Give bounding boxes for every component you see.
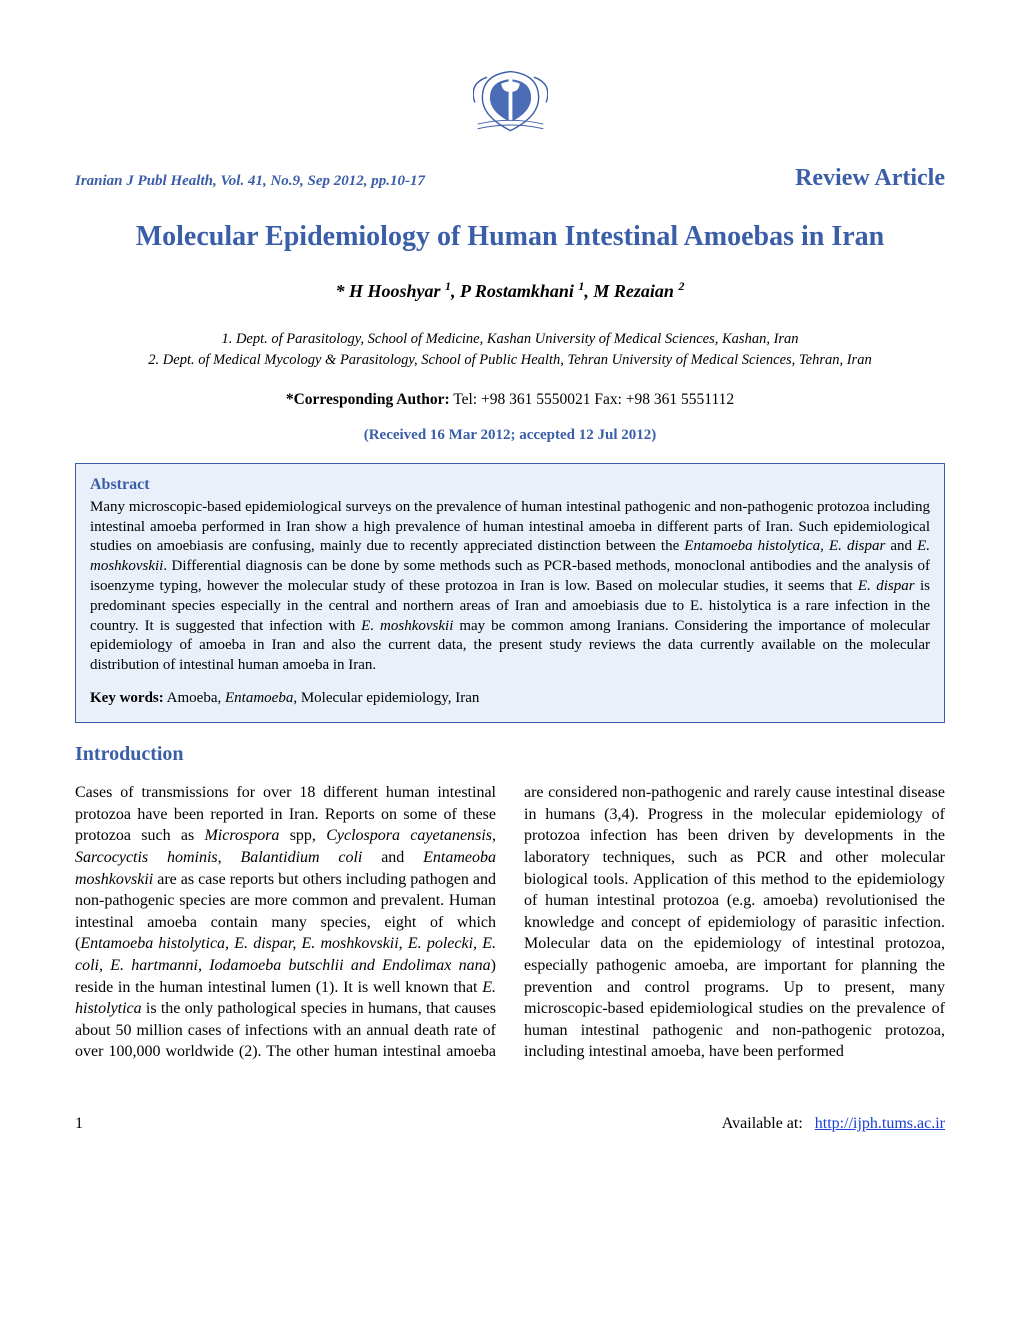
page-footer: 1 Available at: http://ijph.tums.ac.ir: [75, 1113, 945, 1135]
journal-citation: Iranian J Publ Health, Vol. 41, No.9, Se…: [75, 171, 425, 191]
journal-url-link[interactable]: http://ijph.tums.ac.ir: [815, 1115, 945, 1132]
keywords-label: Key words:: [90, 690, 164, 706]
corresponding-label: *Corresponding Author:: [286, 391, 450, 408]
article-type: Review Article: [795, 162, 945, 194]
corresponding-author: *Corresponding Author: Tel: +98 361 5550…: [75, 390, 945, 411]
received-accepted-dates: (Received 16 Mar 2012; accepted 12 Jul 2…: [75, 425, 945, 445]
authors-line: * H Hooshyar 1, P Rostamkhani 1, M Rezai…: [75, 278, 945, 303]
keywords-text: Amoeba, Entamoeba, Molecular epidemiolog…: [164, 690, 480, 706]
abstract-body: Many microscopic-based epidemiological s…: [90, 498, 930, 676]
page-number: 1: [75, 1113, 83, 1135]
introduction-body: Cases of transmissions for over 18 diffe…: [75, 782, 945, 1063]
article-title: Molecular Epidemiology of Human Intestin…: [75, 218, 945, 256]
keywords-line: Key words: Amoeba, Entamoeba, Molecular …: [90, 688, 930, 708]
abstract-heading: Abstract: [90, 474, 930, 496]
footer-right: Available at: http://ijph.tums.ac.ir: [722, 1113, 945, 1135]
abstract-box: Abstract Many microscopic-based epidemio…: [75, 463, 945, 723]
available-at-label: Available at:: [722, 1115, 803, 1132]
affiliations: 1. Dept. of Parasitology, School of Medi…: [75, 329, 945, 370]
header-row: Iranian J Publ Health, Vol. 41, No.9, Se…: [75, 162, 945, 194]
corresponding-text: Tel: +98 361 5550021 Fax: +98 361 555111…: [450, 391, 735, 408]
journal-logo: [75, 60, 945, 152]
logo-icon: [473, 60, 548, 145]
introduction-heading: Introduction: [75, 741, 945, 768]
